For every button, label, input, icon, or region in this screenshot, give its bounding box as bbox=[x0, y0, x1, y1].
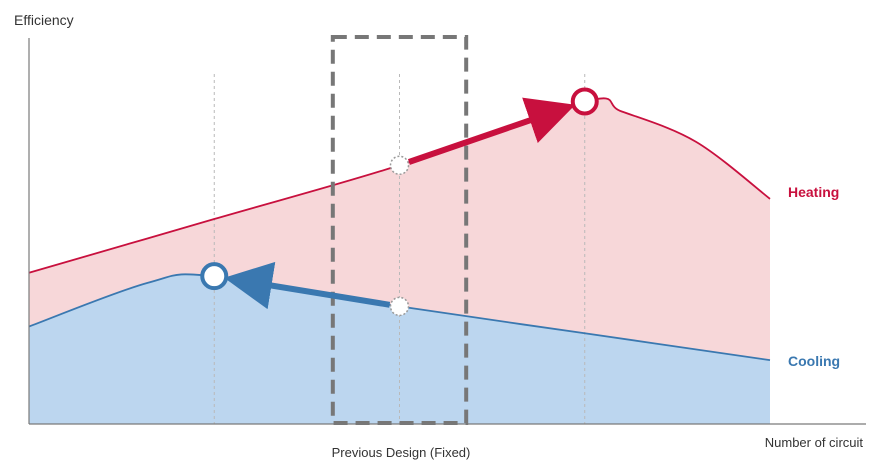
arrow-cooling bbox=[224, 261, 391, 310]
arrow-layer bbox=[224, 97, 576, 310]
marker-layer bbox=[200, 87, 599, 317]
y-axis-label: Efficiency bbox=[14, 12, 74, 28]
legend-heating: Heating bbox=[788, 184, 839, 200]
x-axis-label: Number of circuit bbox=[765, 435, 864, 450]
legend-cooling: Cooling bbox=[788, 353, 840, 369]
marker-optimized-heating bbox=[570, 87, 599, 116]
marker-previous-heating bbox=[389, 155, 410, 176]
marker-optimized-cooling bbox=[200, 262, 229, 291]
highlight-box-layer bbox=[330, 35, 469, 425]
marker-previous-cooling bbox=[389, 296, 410, 317]
guide-layer bbox=[213, 74, 586, 424]
arrow-heating bbox=[407, 97, 576, 165]
previous-design-box bbox=[330, 35, 469, 425]
highlight-box-label: Previous Design (Fixed) bbox=[332, 445, 471, 460]
